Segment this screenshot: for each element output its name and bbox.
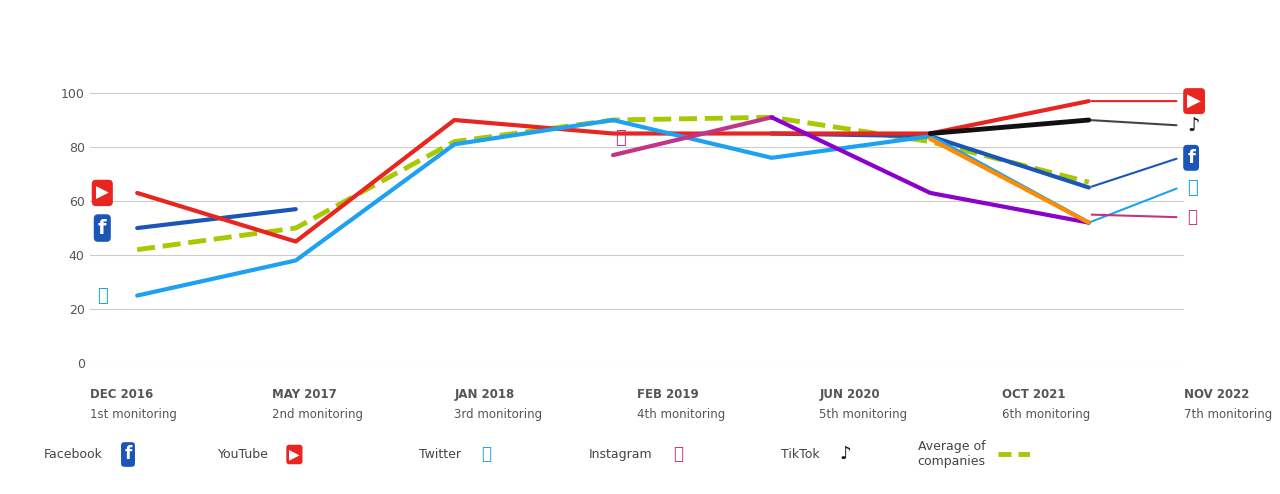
Text: Instagram: Instagram xyxy=(589,448,653,461)
Text: FEB 2019: FEB 2019 xyxy=(637,388,699,401)
Text: 🐦: 🐦 xyxy=(481,446,492,463)
Text: ♪: ♪ xyxy=(840,446,850,463)
Text: f: f xyxy=(1187,149,1196,167)
Text: Percentage of notifications assessed within 24 hours - Trend over time: Percentage of notifications assessed wit… xyxy=(17,21,1019,45)
Text: 4th monitoring: 4th monitoring xyxy=(637,408,724,420)
Text: JAN 2018: JAN 2018 xyxy=(454,388,515,401)
Text: ♪: ♪ xyxy=(1187,116,1199,135)
Text: f: f xyxy=(99,218,106,238)
Text: Average of
companies: Average of companies xyxy=(918,441,986,468)
Text: 6th monitoring: 6th monitoring xyxy=(1001,408,1089,420)
Text: ▶: ▶ xyxy=(96,184,109,202)
Text: 7th monitoring: 7th monitoring xyxy=(1184,408,1272,420)
Text: DEC 2016: DEC 2016 xyxy=(90,388,152,401)
Text: JUN 2020: JUN 2020 xyxy=(819,388,879,401)
Text: OCT 2021: OCT 2021 xyxy=(1001,388,1065,401)
Text: 🐦: 🐦 xyxy=(1187,178,1198,197)
Text: YouTube: YouTube xyxy=(218,448,269,461)
Text: NOV 2022: NOV 2022 xyxy=(1184,388,1249,401)
Text: 📷: 📷 xyxy=(1187,208,1197,226)
Text: Twitter: Twitter xyxy=(419,448,461,461)
Text: 5th monitoring: 5th monitoring xyxy=(819,408,908,420)
Text: 3rd monitoring: 3rd monitoring xyxy=(454,408,543,420)
Text: 🐦: 🐦 xyxy=(97,287,108,305)
Text: Facebook: Facebook xyxy=(44,448,102,461)
Text: ▶: ▶ xyxy=(1187,92,1201,110)
Text: f: f xyxy=(124,446,132,463)
Text: 📷: 📷 xyxy=(673,446,684,463)
Text: 1st monitoring: 1st monitoring xyxy=(90,408,177,420)
Text: MAY 2017: MAY 2017 xyxy=(273,388,337,401)
Text: 📷: 📷 xyxy=(616,129,626,147)
Text: ▶: ▶ xyxy=(289,448,300,461)
Text: 2nd monitoring: 2nd monitoring xyxy=(273,408,364,420)
Text: TikTok: TikTok xyxy=(781,448,819,461)
